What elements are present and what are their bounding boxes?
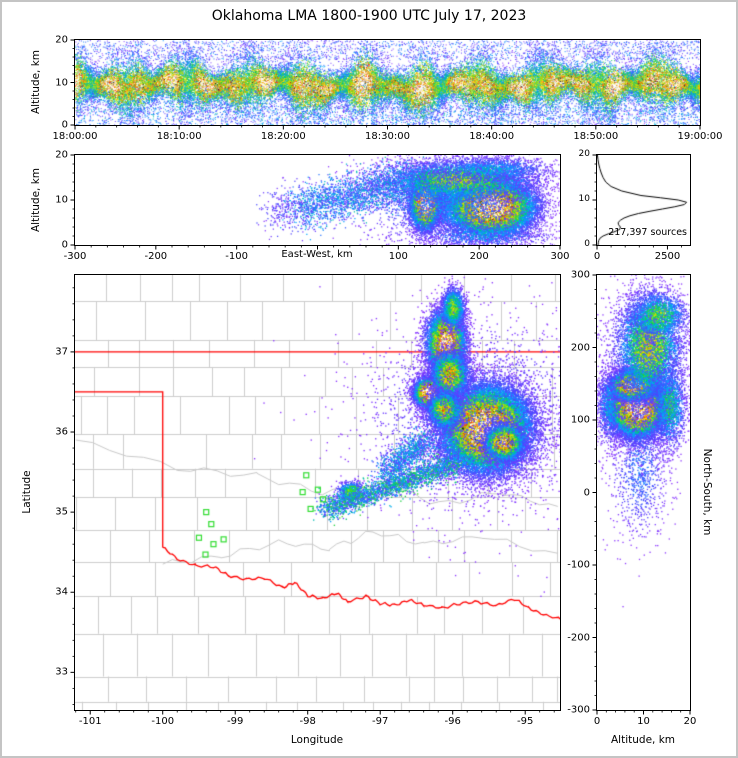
map-xlabel: Longitude xyxy=(290,734,344,746)
tick-label: 18:00:00 xyxy=(52,131,98,142)
tick-label: -200 xyxy=(144,251,168,262)
tick-label: -100 xyxy=(567,559,590,571)
tick-label: 0 xyxy=(61,239,68,251)
tick-label: -99 xyxy=(227,716,244,727)
tick-label: 10 xyxy=(578,194,590,205)
source-count-annotation: 217,397 sources xyxy=(608,227,687,238)
tick-label: 0 xyxy=(584,239,590,250)
tick-label: 33 xyxy=(55,666,68,678)
north-south-cross-section-plot xyxy=(597,275,690,710)
tick-label: 0 xyxy=(593,716,601,727)
time-height-ylabel: Altitude, km xyxy=(30,49,43,115)
east-west-cross-section-plot xyxy=(75,155,560,245)
tick-label: 19:00:00 xyxy=(677,131,723,142)
tick-label: -97 xyxy=(372,716,389,727)
ns-xlabel: Altitude, km xyxy=(610,734,676,746)
tick-label: 20 xyxy=(683,716,697,727)
ew-xlabel: East-West, km xyxy=(281,249,353,260)
ns-ylabel: North-South, km xyxy=(700,448,713,536)
tick-label: 10 xyxy=(637,716,650,727)
time-height-plot xyxy=(75,40,700,125)
tick-label: 18:20:00 xyxy=(260,131,306,142)
tick-label: 200 xyxy=(570,342,590,353)
plan-view-map xyxy=(75,275,560,710)
tick-label: -96 xyxy=(444,716,461,727)
ew-ylabel: Altitude, km xyxy=(30,167,43,233)
map-ylabel: Latitude xyxy=(21,470,34,514)
tick-label: 0 xyxy=(593,251,601,262)
tick-label: 35 xyxy=(55,506,68,518)
tick-label: -101 xyxy=(78,716,102,727)
tick-label: -100 xyxy=(151,716,175,727)
tick-label: 10 xyxy=(55,77,68,88)
tick-label: 10 xyxy=(55,194,68,206)
tick-label: 200 xyxy=(469,251,489,262)
tick-label: 18:30:00 xyxy=(365,131,410,142)
tick-label: 2500 xyxy=(654,251,681,262)
tick-label: 0 xyxy=(61,119,68,131)
tick-label: 100 xyxy=(570,414,590,426)
tick-label: -300 xyxy=(567,704,590,716)
tick-label: 18:50:00 xyxy=(573,131,619,142)
tick-label: 300 xyxy=(550,251,570,262)
tick-label: 20 xyxy=(55,34,68,46)
tick-label: 0 xyxy=(583,487,590,498)
tick-label: 100 xyxy=(388,251,408,262)
tick-label: -100 xyxy=(225,251,249,262)
tick-label: -200 xyxy=(567,632,590,643)
tick-label: -300 xyxy=(63,251,87,262)
tick-label: 18:10:00 xyxy=(156,131,202,142)
tick-label: -98 xyxy=(299,716,316,727)
figure-title: Oklahoma LMA 1800-1900 UTC July 17, 2023 xyxy=(211,8,527,24)
tick-label: -95 xyxy=(517,716,534,727)
tick-label: 37 xyxy=(55,346,68,358)
tick-label: 34 xyxy=(55,586,68,598)
tick-label: 36 xyxy=(55,426,68,438)
tick-label: 18:40:00 xyxy=(469,131,515,142)
tick-label: 20 xyxy=(578,149,590,160)
tick-label: 20 xyxy=(55,149,68,161)
tick-label: 300 xyxy=(570,269,590,281)
